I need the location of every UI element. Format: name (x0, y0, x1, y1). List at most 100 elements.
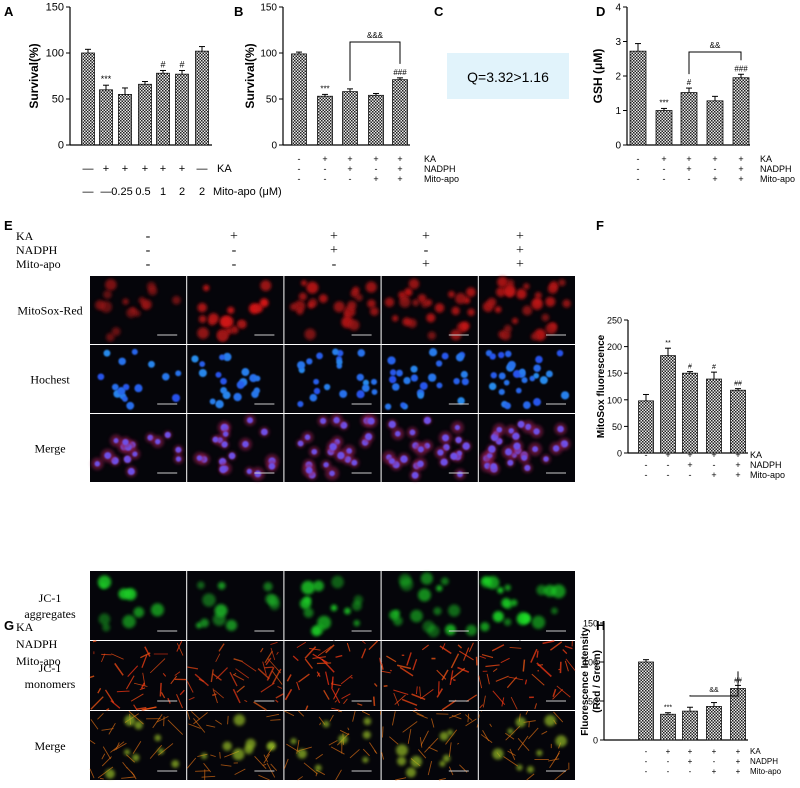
neurite (374, 697, 375, 706)
nucleus (242, 441, 249, 448)
nucleus (233, 393, 241, 401)
y-axis-label: Fluorescence Intensity (580, 627, 591, 736)
nucleus (148, 361, 155, 368)
cell (441, 577, 449, 585)
nucleus (428, 373, 436, 381)
micrograph-2-3 (382, 414, 478, 482)
nucleus (358, 349, 366, 357)
nucleus (533, 428, 539, 434)
cell (148, 286, 157, 295)
cell (202, 593, 215, 606)
cell (492, 748, 503, 759)
nucleus (533, 364, 541, 372)
panel-e-letter: E (4, 218, 13, 233)
cell (504, 325, 512, 333)
y-tick-label: 50 (52, 94, 64, 106)
micrograph-1-0 (90, 641, 186, 710)
nucleus (126, 402, 134, 410)
nucleus (417, 392, 424, 399)
cell (215, 604, 228, 617)
nucleus (113, 438, 118, 443)
neurite (195, 771, 209, 772)
dose-value: — (83, 186, 94, 198)
bar (639, 662, 654, 740)
significance-label: # (712, 364, 716, 371)
y-tick-label: 150 (607, 369, 622, 379)
panel-c-letter: C (434, 4, 444, 19)
condition-symbol: + (422, 229, 430, 244)
condition-symbol: + (711, 470, 716, 480)
micrograph-1-1 (187, 641, 283, 710)
condition-symbol: + (397, 154, 402, 164)
cell (290, 738, 296, 744)
cell (402, 317, 411, 326)
cell (95, 300, 105, 310)
micrograph-2-3 (382, 711, 478, 780)
nucleus (329, 470, 335, 476)
cell (397, 756, 406, 765)
nucleus (498, 352, 504, 358)
micrograph-0-1 (187, 276, 283, 344)
cell (122, 298, 128, 304)
cell (199, 315, 207, 323)
bar (707, 379, 722, 453)
nucleus (329, 443, 337, 451)
condition-symbol: - (146, 257, 151, 272)
cell (99, 613, 111, 625)
bracket-significance-label: &&& (367, 31, 384, 40)
bar (639, 401, 654, 453)
nucleus (357, 374, 364, 381)
micrograph-0-4 (479, 276, 575, 344)
cell (548, 284, 558, 294)
bar (369, 95, 384, 145)
image-row-label: Hochest (30, 373, 70, 387)
cell (151, 603, 164, 616)
condition-label: Mito-apo (750, 767, 782, 776)
significance-label: *** (320, 84, 329, 93)
condition-symbol: - (667, 470, 670, 480)
nucleus (462, 442, 469, 449)
condition-symbol: - (667, 757, 670, 766)
condition-symbol: + (330, 229, 338, 244)
nucleus (507, 460, 513, 466)
nucleus (461, 371, 468, 378)
nucleus (557, 350, 563, 356)
cell (467, 308, 475, 316)
bar (681, 93, 697, 145)
significance-label: # (179, 59, 184, 69)
nucleus (442, 353, 449, 360)
condition-symbol: - (424, 243, 429, 258)
ka-symbol: + (142, 163, 148, 175)
y-tick-label: 200 (607, 342, 622, 352)
cell (392, 315, 398, 321)
nucleus (241, 368, 249, 376)
nucleus (95, 461, 101, 467)
nucleus (215, 400, 223, 408)
nucleus (298, 440, 304, 446)
nucleus (323, 462, 328, 467)
significance-label: ### (734, 64, 748, 73)
dose-value: 0.25 (111, 186, 132, 198)
nucleus (128, 468, 135, 475)
condition-label: NADPH (16, 243, 58, 257)
dose-value: 2 (199, 186, 205, 198)
micrograph-0-3 (382, 276, 478, 344)
micrograph-bg (187, 571, 283, 640)
cell (410, 610, 423, 623)
micrograph-2-4 (479, 414, 575, 482)
condition-symbol: + (397, 174, 402, 184)
micrograph-1-4 (479, 641, 575, 710)
cell (290, 303, 298, 311)
condition-symbol: - (713, 757, 716, 766)
cell (331, 576, 344, 589)
nucleus (132, 451, 137, 456)
nucleus (332, 348, 339, 355)
nucleus (175, 370, 181, 376)
nucleus (491, 372, 497, 378)
panel-a-letter: A (4, 4, 14, 19)
cell (455, 293, 466, 304)
cell (425, 299, 432, 306)
cell (296, 308, 303, 315)
ka-symbol: — (83, 163, 94, 175)
